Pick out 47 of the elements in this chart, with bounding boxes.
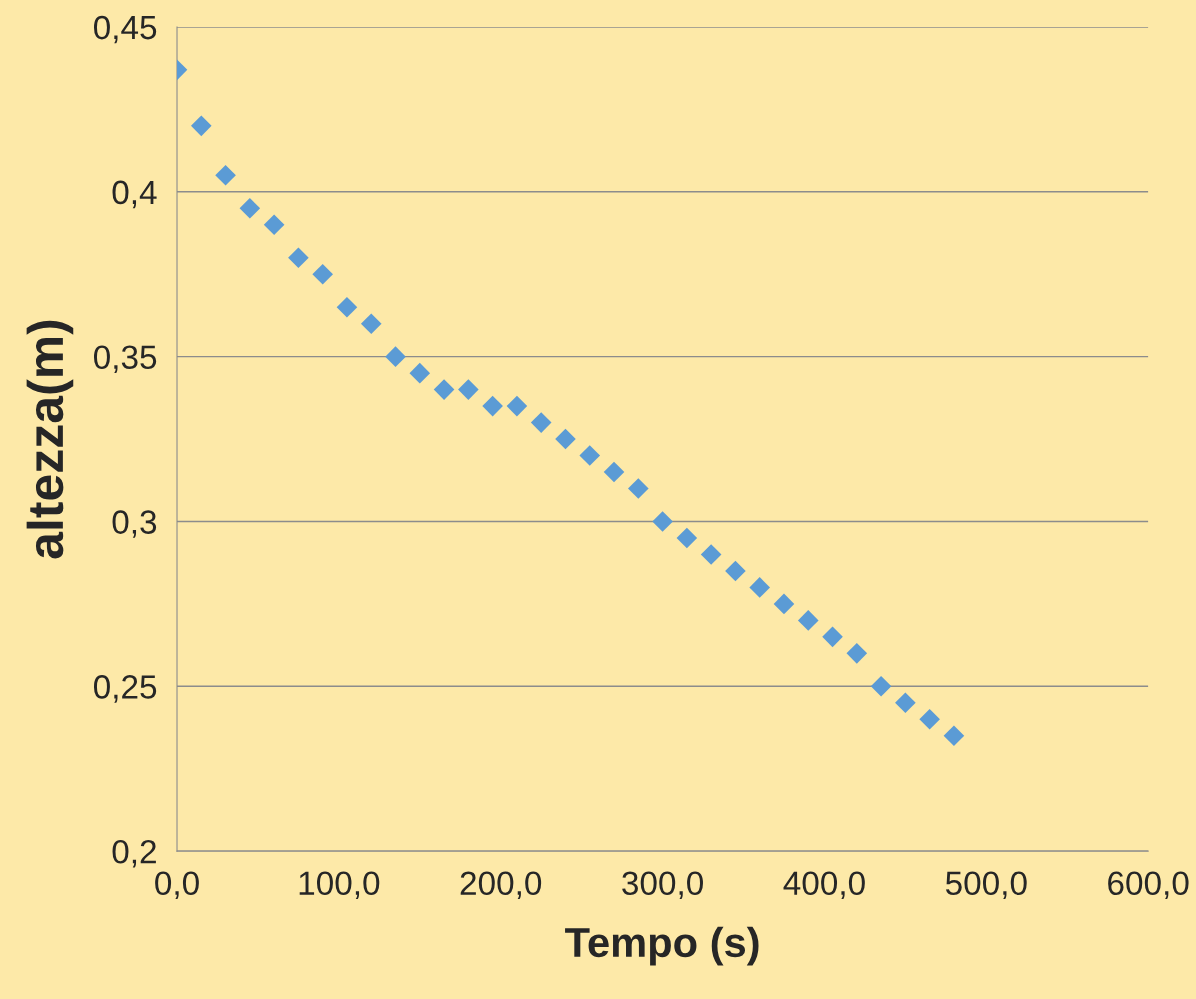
y-tick-label: 0,35 (94, 345, 157, 373)
x-tick-label: 200,0 (460, 871, 542, 900)
point (652, 511, 673, 532)
point (579, 445, 601, 466)
x-axis-title: Tempo (s) (565, 926, 759, 966)
point (530, 412, 552, 433)
point (312, 263, 333, 285)
point (409, 362, 431, 384)
x-tick-label: 500,0 (945, 871, 1027, 900)
point (919, 708, 940, 730)
x-tick-label: 300,0 (622, 871, 703, 900)
point (433, 379, 455, 400)
y-tick-label: 0,4 (112, 180, 157, 209)
point (385, 346, 406, 367)
point (215, 165, 236, 186)
x-tick-label: 400,0 (783, 871, 865, 900)
point (725, 560, 746, 582)
y-tick-label: 0,45 (94, 15, 157, 44)
point (555, 428, 576, 450)
point (628, 478, 649, 499)
point (603, 461, 625, 483)
point (458, 379, 479, 400)
y-tick-label: 0,3 (112, 510, 157, 538)
point (288, 247, 309, 269)
point (482, 395, 503, 417)
point (797, 610, 819, 631)
point (263, 214, 285, 236)
point (360, 313, 382, 334)
x-tick-label: 0,0 (155, 871, 199, 900)
point (676, 527, 698, 549)
point (336, 296, 358, 318)
point (822, 626, 843, 648)
point (773, 593, 795, 615)
y-tick-label: 0,25 (94, 675, 157, 703)
x-tick-label: 100,0 (299, 871, 380, 900)
point (506, 395, 528, 417)
y-tick-label: 0,2 (112, 839, 156, 868)
point (749, 577, 770, 598)
point (895, 692, 916, 714)
point (700, 544, 722, 565)
point (846, 643, 868, 664)
x-tick-label: 600,0 (1108, 871, 1189, 900)
point (239, 197, 261, 219)
y-axis-title: altezza(m) (26, 320, 74, 559)
point (943, 725, 965, 747)
point (190, 115, 212, 137)
point (870, 676, 892, 697)
